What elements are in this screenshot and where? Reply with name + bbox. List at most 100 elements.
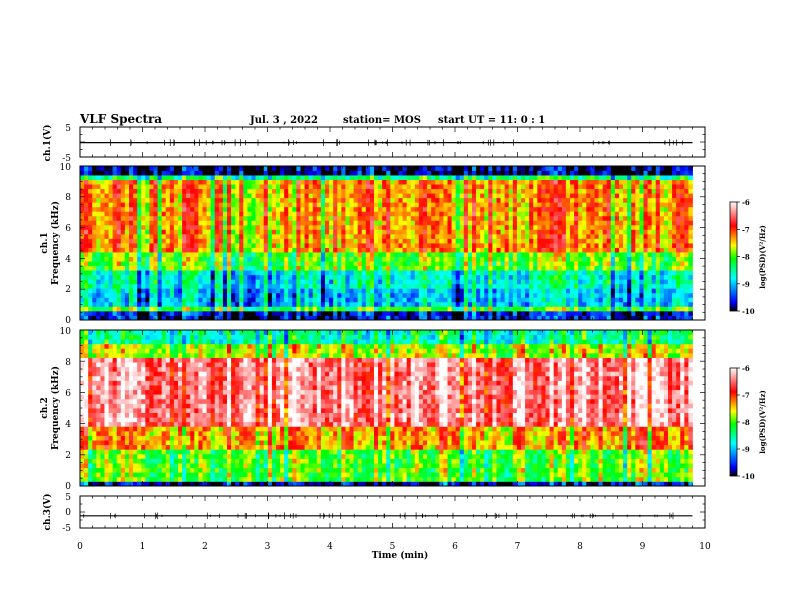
ch1-spectrogram-cell [100,202,105,208]
ch1-spectrogram-cell [247,224,252,230]
ch1-spectrogram-cell [288,184,293,190]
ch1-spectrogram-cell [410,306,416,312]
ch1-spectrogram-cell [476,315,481,321]
ch1-spectrogram-cell [476,247,481,253]
ch1-spectrogram-cell [623,197,628,203]
ch1-spectrogram-cell [606,315,612,321]
ch1-spectrogram-cell [488,297,493,303]
ch1-spectrogram-cell [496,292,501,298]
ch1-spectrogram-cell [427,206,432,212]
ch1-spectrogram-cell [398,202,403,208]
ch1-spectrogram-cell [365,297,371,303]
ch1-spectrogram-cell [627,252,632,257]
ch1-spectrogram-cell [300,283,305,289]
ch1-spectrogram-cell [512,247,518,253]
ch1-spectrogram-cell [267,288,273,294]
ch1-spectrogram-cell [165,206,171,212]
ch1-spectrogram-cell [239,283,244,289]
ch1-spectrogram-cell [394,215,399,221]
ch1-spectrogram-cell [378,288,383,294]
ch1-spectrogram-cell [84,243,89,248]
ch1-spectrogram-cell [447,202,452,208]
ch1-spectrogram-cell [349,310,354,316]
ch1-spectrogram-cell [325,315,330,321]
ch1-spectrogram-cell [390,175,395,180]
ch1-spectrogram-cell [292,229,297,235]
ch1-spectrogram-cell [308,197,314,203]
ch1-spectrogram-cell [435,184,440,190]
ch1-spectrogram-cell [582,206,587,212]
ch1-spectrogram-cell [316,188,322,194]
ch1-spectrogram-cell [133,315,138,321]
ch1-spectrogram-cell [169,315,175,321]
ch1-spectrogram-cell [614,247,620,253]
ch1-spectrogram-cell [173,206,179,212]
ch1-spectrogram-cell [537,188,542,194]
ch1-spectrogram-cell [488,306,493,312]
ch1-spectrogram-cell [120,243,126,248]
ch1-spectrogram-cell [521,184,526,190]
ch1-spectrogram-cell [190,197,195,203]
ch1-spectrogram-cell [227,297,232,303]
ch1-spectrogram-cell [112,243,118,248]
ch1-spectrogram-cell [165,238,171,244]
ch1-spectrogram-cell [369,279,375,285]
ch1-spectrogram-cell [80,170,85,176]
ch1-spectrogram-cell [325,233,330,239]
ch1-spectrogram-cell [614,283,620,289]
ch1-spectrogram-cell [549,179,555,185]
ch1-spectrogram-cell [173,265,179,271]
ch1-spectrogram-cell [578,301,583,307]
ch1-spectrogram-cell [296,175,301,180]
ch1-spectrogram-cell [235,279,240,285]
ch1-spectrogram-cell [451,315,457,321]
ch1-spectrogram-cell [414,170,420,176]
ch1-spectrogram-cell [398,184,403,190]
ch1-spectrogram-cell [198,215,203,221]
ch1-spectrogram-cell [668,229,673,235]
ch1-spectrogram-cell [598,315,604,321]
ch1-spectrogram-cell [565,179,571,185]
ch1-spectrogram-cell [88,265,93,271]
ch1-spectrogram-cell [418,265,424,271]
ch1-spectrogram-cell [312,288,318,294]
ch1-spectrogram-cell [390,306,395,312]
ch1-spectrogram-cell [276,188,281,194]
ch1-spectrogram-cell [467,224,473,230]
ch1-spectrogram-cell [108,220,114,226]
ch1-spectrogram-cell [353,292,359,298]
ch1-spectrogram-cell [410,238,416,244]
ch1-spectrogram-cell [84,270,89,276]
ch1-spectrogram-cell [476,252,481,257]
ch1-spectrogram-cell [353,206,359,212]
ch1-spectrogram-cell [565,238,571,244]
ch1-spectrogram-cell [194,215,199,221]
ch1-spectrogram-cell [88,310,93,316]
ch1-spectrogram-cell [329,243,334,248]
ch1-spectrogram-cell [663,188,669,194]
ch1-spectrogram-cell [374,193,379,199]
ch1-spectrogram-cell [574,224,579,230]
ch1-spectrogram-cell [292,188,297,194]
ch1-spectrogram-cell [635,274,640,280]
ch1-spectrogram-cell [198,197,203,203]
ch1-spectrogram-cell [292,211,297,217]
ch1-spectrogram-cell [406,292,412,298]
ch1-spectrogram-cell [500,170,506,176]
ch1-spectrogram-cell [553,288,559,294]
ch1-spectrogram-cell [623,238,628,244]
ch1-spectrogram-cell [288,238,293,244]
ch1-spectrogram-cell [280,202,285,208]
ch1-spectrogram-cell [492,202,497,208]
ch1-spectrogram-cell [84,297,89,303]
ch1-spectrogram-cell [161,270,167,276]
ch1-spectrogram-cell [214,261,220,267]
ch1-spectrogram-cell [484,206,489,212]
ch1-spectrogram-cell [480,297,485,303]
ch1-spectrogram-cell [512,188,518,194]
ch1-spectrogram-cell [423,224,428,230]
ch1-spectrogram-cell [659,215,665,221]
ch1-spectrogram-cell [255,233,261,239]
ch1-spectrogram-cell [414,202,420,208]
ch1-spectrogram-cell [418,252,424,257]
